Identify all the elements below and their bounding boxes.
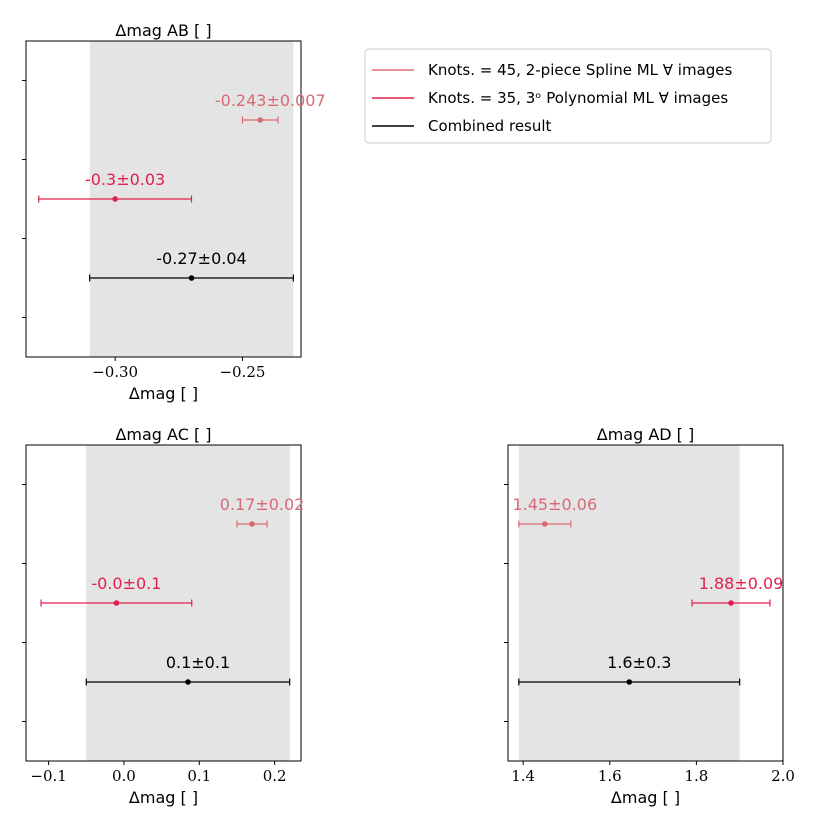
legend-label-spline: Knots. = 45, 2-piece Spline ML ∀ images <box>428 61 733 79</box>
point-spline: 1.45±0.06 <box>512 495 597 528</box>
x-axis-label: Δmag [ ] <box>129 788 198 807</box>
subplot-title: Δmag AC [ ] <box>115 425 211 444</box>
data-point <box>626 679 633 685</box>
data-label: 1.45±0.06 <box>512 495 597 514</box>
x-tick-label: 0.0 <box>112 767 136 785</box>
point-combined: 1.6±0.3 <box>518 653 741 686</box>
data-point <box>728 600 734 606</box>
x-tick-label: −0.25 <box>219 363 265 381</box>
data-label: 0.17±0.02 <box>220 495 305 514</box>
x-tick-label: 1.6 <box>598 767 622 785</box>
data-label: 1.6±0.3 <box>607 653 671 672</box>
data-point <box>257 117 264 123</box>
data-point <box>185 679 191 685</box>
x-tick-label: −0.1 <box>30 767 66 785</box>
x-tick-label: 1.4 <box>511 767 535 785</box>
data-label: -0.27±0.04 <box>156 249 246 268</box>
point-spline: -0.243±0.007 <box>215 91 326 124</box>
subplot-2: −0.1 0.0 0.1 0.2 Δmag AC [ ] Δmag [ ] 0.17±0.0… <box>22 425 304 807</box>
data-label: 1.88±0.09 <box>699 574 784 593</box>
subplot-3: 1.4 1.6 1.8 2.0 Δmag AD [ ] Δmag [ ] 1.45±0.06… <box>504 425 795 807</box>
data-point <box>113 600 120 606</box>
axes-frame <box>25 40 302 358</box>
data-point <box>188 275 195 281</box>
x-tick-label: 1.8 <box>684 767 708 785</box>
x-tick-label: −0.30 <box>92 363 138 381</box>
legend-label-combined: Combined result <box>428 117 552 135</box>
data-label: -0.3±0.03 <box>85 170 165 189</box>
data-label: -0.243±0.007 <box>215 91 326 110</box>
data-label: -0.0±0.1 <box>91 574 161 593</box>
data-point <box>112 196 118 202</box>
point-poly: -0.3±0.03 <box>38 170 193 203</box>
x-axis-label: Δmag [ ] <box>129 384 198 403</box>
x-axis-label: Δmag [ ] <box>611 788 680 807</box>
data-label: 0.1±0.1 <box>166 653 230 672</box>
axes-frame <box>507 444 784 762</box>
legend-label-poly: Knots. = 35, 3ᵒ Polynomial ML ∀ images <box>428 89 728 107</box>
point-poly: -0.0±0.1 <box>40 574 193 607</box>
subplot-title: Δmag AB [ ] <box>115 21 211 40</box>
x-tick-label: 0.2 <box>263 767 287 785</box>
point-combined: 0.1±0.1 <box>85 653 291 686</box>
point-combined: -0.27±0.04 <box>89 249 294 282</box>
axes-frame <box>25 444 302 762</box>
subplot-1: −0.30 −0.25 Δmag AB [ ] Δmag [ ] -0.243±0.00… <box>22 21 326 403</box>
x-tick-label: 2.0 <box>771 767 795 785</box>
legend-frame <box>364 48 772 144</box>
point-spline: 0.17±0.02 <box>220 495 305 528</box>
subplot-title: Δmag AD [ ] <box>597 425 695 444</box>
data-point <box>249 521 255 527</box>
legend: Knots. = 45, 2-piece Spline ML ∀ images K… <box>364 48 772 144</box>
data-point <box>542 521 548 527</box>
x-tick-label: 0.1 <box>187 767 211 785</box>
point-poly: 1.88±0.09 <box>691 574 784 607</box>
